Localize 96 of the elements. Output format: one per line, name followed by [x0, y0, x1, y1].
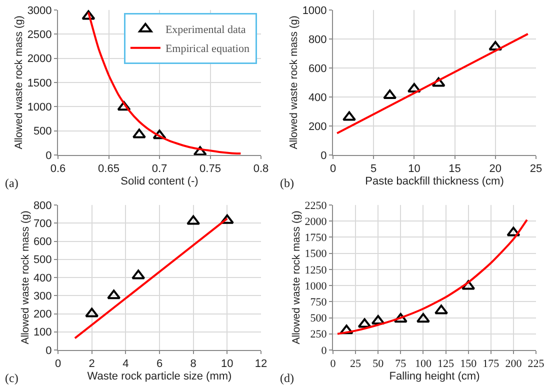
x-tick-label: 225 [528, 358, 545, 370]
x-tick-label: 25 [350, 358, 362, 370]
x-tick-label: 2 [88, 358, 95, 370]
x-axis-title: Solid content (-) [120, 175, 198, 188]
point [383, 90, 397, 100]
y-tick-label: 0 [46, 344, 52, 357]
point [407, 83, 421, 93]
y-tick-label: 500 [310, 312, 328, 325]
x-tick-label: 5 [370, 163, 377, 176]
y-tick-label: 3000 [27, 4, 52, 17]
x-tick-label: 200 [505, 358, 522, 370]
x-tick-label: 0 [330, 163, 336, 176]
y-tick-label: 200 [33, 308, 52, 321]
x-tick-label: 4 [122, 358, 129, 370]
x-tick-label: 100 [414, 358, 432, 370]
x-tick-label: 75 [395, 358, 407, 370]
y-tick-label: 1000 [302, 4, 327, 17]
y-tick-label: 600 [308, 62, 327, 75]
x-tick-label: 0 [330, 358, 336, 370]
x-tick-label: 8 [190, 358, 196, 370]
y-axis-title: Allowed waste rock mass (g) [290, 210, 303, 344]
x-tick-label: 0 [54, 358, 62, 370]
y-axis-title: Allowed waste rock mass (g) [19, 210, 32, 344]
y-tick-label: 500 [33, 254, 52, 266]
y-tick-label: 1500 [27, 77, 52, 90]
x-axis-title: Falling height (cm) [389, 370, 480, 382]
y-tick-label: 1250 [304, 264, 328, 276]
point [117, 101, 131, 111]
x-tick-label: 0.75 [200, 163, 221, 176]
point [193, 146, 207, 156]
y-axis-title: Allowed waste rock mass (g) [288, 16, 300, 150]
point [358, 318, 372, 328]
y-tick-label: 2000 [304, 216, 328, 228]
x-tick-label: 10 [408, 163, 420, 176]
y-tick-label: 2000 [27, 53, 52, 66]
point [434, 304, 448, 314]
y-tick-label: 800 [308, 34, 327, 46]
x-tick-label: 150 [460, 358, 478, 370]
y-tick-label: 400 [308, 92, 327, 104]
y-tick-label: 100 [33, 326, 52, 339]
point [394, 313, 408, 323]
x-tick-label: 12 [254, 358, 268, 370]
legend-label: Empirical equation [165, 43, 250, 56]
x-tick-label: 175 [482, 358, 500, 370]
x-tick-label: 125 [438, 358, 455, 370]
text: (c) [5, 371, 18, 385]
y-axis-title: Allowed waste rock mass (g) [13, 16, 26, 150]
y-tick-label: 250 [310, 328, 328, 341]
point [107, 290, 121, 300]
y-tick-label: 1750 [304, 232, 328, 244]
y-tick-label: 300 [33, 290, 52, 302]
point [340, 324, 354, 334]
x-tick-label: 25 [530, 163, 542, 176]
x-tick-label: 15 [448, 163, 461, 176]
y-tick-label: 1000 [27, 102, 52, 114]
line-series [336, 218, 528, 335]
x-tick-label: 50 [372, 358, 384, 370]
text: (a) [5, 176, 18, 190]
x-tick-label: 0.65 [98, 163, 120, 176]
y-tick-label: 2500 [27, 29, 52, 42]
y-tick-label: 500 [33, 126, 52, 138]
y-tick-label: 1500 [304, 248, 328, 260]
y-tick-label: 0 [320, 150, 327, 162]
point [432, 77, 446, 87]
point [82, 10, 96, 20]
x-tick-label: 0.7 [152, 163, 168, 176]
point [416, 313, 430, 323]
point [132, 270, 146, 280]
y-tick-label: 700 [33, 218, 52, 230]
y-tick-label: 800 [33, 200, 52, 212]
point [462, 280, 476, 290]
text: (b) [280, 176, 294, 190]
y-tick-label: 1000 [304, 280, 328, 292]
legend-label: Experimental data [165, 24, 246, 36]
point [132, 128, 146, 138]
x-tick-label: 20 [489, 163, 502, 176]
x-tick-label: 0.8 [253, 163, 269, 176]
x-axis-title: Paste backfill thickness (cm) [365, 175, 504, 188]
x-axis-title: Waste rock particle size (mm) [87, 370, 232, 382]
y-tick-label: 2250 [304, 200, 328, 212]
x-tick-label: 6 [156, 358, 163, 370]
y-tick-label: 750 [310, 296, 328, 309]
point [220, 214, 234, 224]
text: (d) [280, 371, 294, 385]
y-tick-label: 400 [33, 272, 52, 284]
y-tick-label: 600 [33, 236, 52, 248]
x-tick-label: 0.6 [50, 163, 66, 176]
point [152, 130, 166, 140]
point [506, 226, 520, 236]
y-tick-label: 0 [46, 150, 52, 162]
x-tick-label: 10 [221, 358, 234, 370]
y-tick-label: 0 [321, 344, 328, 357]
point [186, 215, 200, 225]
y-tick-label: 200 [308, 120, 327, 133]
point [488, 40, 502, 50]
point [85, 308, 99, 318]
